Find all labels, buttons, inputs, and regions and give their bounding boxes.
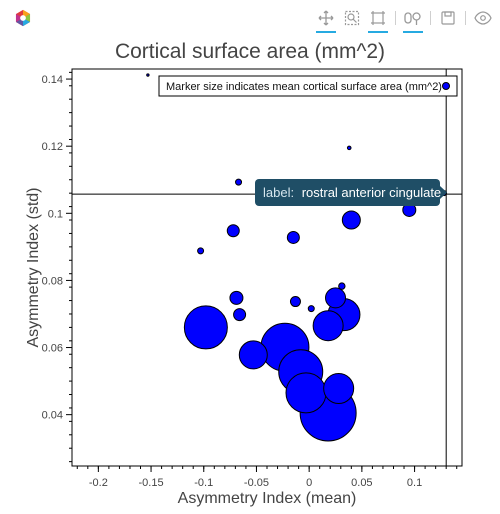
chart-title: Cortical surface area (mm^2)	[114, 40, 386, 63]
data-point[interactable]	[341, 210, 361, 230]
data-point[interactable]	[289, 296, 301, 308]
tooltip-value: rostral anterior cingulate	[302, 185, 441, 200]
toolbar-tools	[315, 8, 494, 33]
data-point[interactable]	[238, 340, 268, 370]
tooltip-text: label: rostral anterior cingulate	[263, 185, 441, 200]
plot-frame	[71, 68, 463, 467]
hover-tooltip: label: rostral anterior cingulate	[255, 179, 447, 206]
x-tick-label: -0.1	[194, 477, 213, 489]
hover-tool[interactable]	[472, 8, 494, 28]
x-tick-label: 0.05	[351, 477, 372, 489]
y-tick-label: 0.06	[42, 343, 63, 355]
x-tick-label: 0	[306, 477, 312, 489]
bokeh-logo-icon	[15, 9, 31, 27]
legend-label: Marker size indicates mean cortical surf…	[166, 81, 442, 93]
pan-tool[interactable]	[315, 8, 337, 33]
x-tick-label: -0.15	[139, 477, 164, 489]
y-tick-label: 0.1	[48, 208, 63, 220]
y-tick-label: 0.08	[42, 275, 63, 287]
box-zoom-tool[interactable]	[341, 8, 363, 28]
data-point[interactable]	[229, 290, 244, 305]
x-tick-label: -0.2	[89, 477, 108, 489]
tooltip-key: label:	[263, 185, 294, 200]
hover-icon	[474, 11, 492, 25]
x-tick-label: 0.1	[407, 477, 422, 489]
y-axis-label: Asymmetry Index (std)	[25, 187, 42, 347]
zoom-in-out-tool[interactable]	[402, 8, 424, 33]
data-point[interactable]	[323, 372, 355, 404]
toolbar-separator	[395, 11, 396, 25]
box-zoom-icon	[344, 10, 360, 26]
data-point[interactable]	[307, 305, 315, 313]
tooltip-box	[255, 179, 440, 206]
y-tick-label: 0.04	[42, 410, 63, 422]
data-point[interactable]	[325, 287, 347, 309]
pan-icon	[318, 10, 334, 26]
crosshair	[72, 69, 462, 466]
save-tool[interactable]	[437, 8, 459, 28]
data-point[interactable]	[346, 145, 352, 151]
legend-box	[158, 75, 458, 97]
data-point[interactable]	[286, 230, 300, 244]
zoom-in-out-icon	[404, 12, 421, 25]
data-point[interactable]	[235, 178, 243, 186]
data-point[interactable]	[226, 224, 240, 238]
toolbar-separator	[430, 11, 431, 25]
x-axis-label: Asymmetry Index (mean)	[178, 490, 357, 507]
data-point[interactable]	[146, 73, 150, 77]
y-tick-label: 0.14	[42, 74, 63, 86]
toolbar	[0, 0, 500, 34]
y-axis: 0.04 0.06 0.08 0.1 0.12 0.14	[42, 71, 72, 463]
data-point[interactable]	[338, 282, 346, 290]
toolbar-separator	[465, 11, 466, 25]
box-select-tool[interactable]	[367, 8, 389, 33]
points-layer	[146, 73, 448, 442]
x-tick-label: -0.05	[244, 477, 269, 489]
y-tick-label: 0.12	[42, 141, 63, 153]
tooltip-arrow	[440, 186, 447, 199]
data-point[interactable]	[312, 310, 344, 342]
data-point[interactable]	[233, 308, 247, 322]
data-point[interactable]	[183, 305, 228, 350]
save-icon	[441, 11, 455, 25]
legend: Marker size indicates mean cortical surf…	[158, 75, 458, 97]
data-point[interactable]	[285, 372, 327, 414]
data-point[interactable]	[197, 247, 205, 255]
box-select-icon	[371, 11, 385, 25]
x-axis: -0.2 -0.15 -0.1 -0.05 0 0.05 0.1	[76, 466, 458, 489]
legend-marker	[442, 82, 450, 90]
